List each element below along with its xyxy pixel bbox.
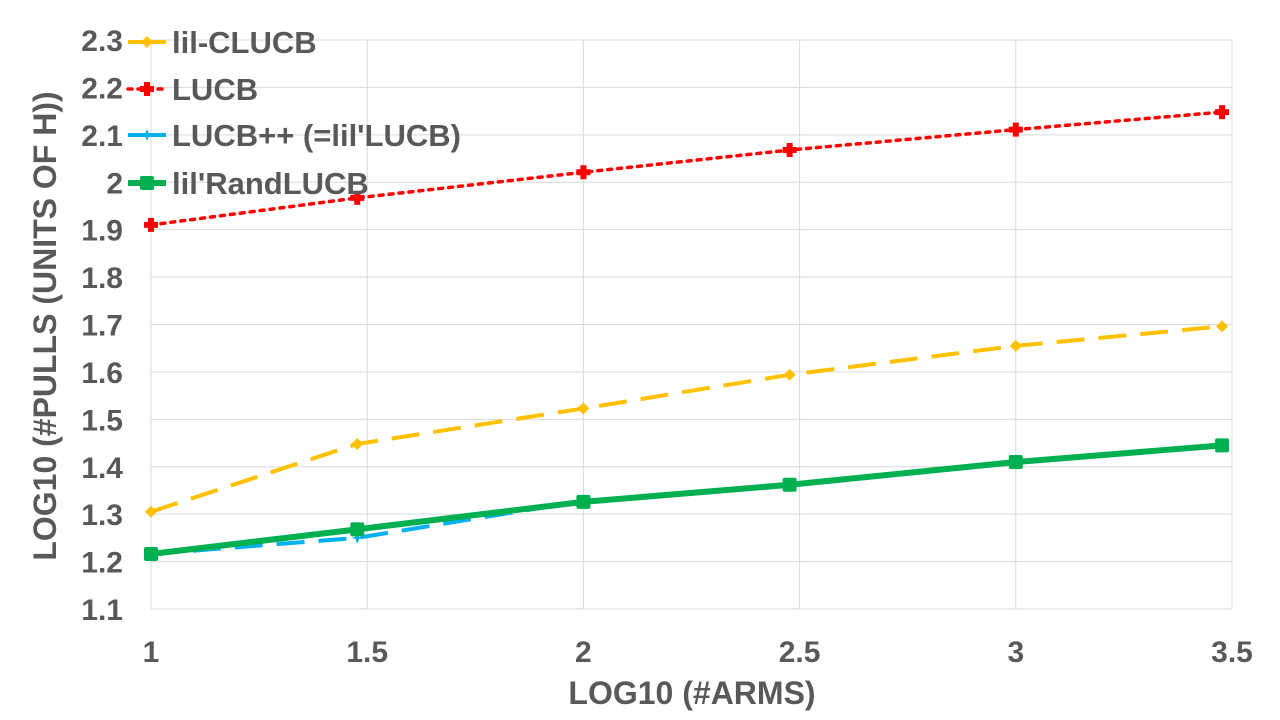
- x-axis-title: LOG10 (#ARMS): [568, 675, 815, 711]
- x-tick-label: 3: [1007, 636, 1024, 669]
- y-tick-label: 1.5: [81, 404, 123, 437]
- legend-marker: [140, 82, 154, 96]
- legend-item: lil'RandLUCB: [128, 166, 369, 201]
- legend-label: LUCB++ (=lil'LUCB): [172, 118, 461, 153]
- x-tick-label: 3.5: [1211, 636, 1253, 669]
- y-tick-label: 1.4: [81, 452, 123, 485]
- legend-label: LUCB: [172, 72, 258, 107]
- y-tick-label: 2: [106, 167, 123, 200]
- x-tick-label: 1: [143, 636, 160, 669]
- x-tick-label: 1.5: [346, 636, 388, 669]
- y-tick-label: 2.3: [81, 25, 123, 58]
- series-line: [150, 324, 1223, 514]
- series-line: [150, 442, 1223, 557]
- data-point: [351, 437, 364, 450]
- series-layer: [144, 105, 1230, 561]
- y-tick-label: 1.7: [81, 310, 123, 343]
- data-point: [144, 546, 158, 561]
- y-tick-labels: 1.1 1.2 1.3 1.4 1.5 1.6 1.7 1.8 1.9 2 2.1 2.2 2.3: [81, 25, 123, 627]
- y-tick-label: 1.6: [81, 357, 123, 390]
- y-tick-label: 1.1: [81, 594, 123, 627]
- data-point: [782, 477, 797, 492]
- y-tick-label: 1.2: [81, 547, 123, 580]
- data-point: [1008, 122, 1023, 137]
- y-axis-title: LOG10 (#PULLS (UNITS OF H)): [27, 91, 63, 560]
- x-tick-labels: 1 1.5 2 2.5 3 3.5: [143, 636, 1253, 669]
- y-tick-label: 1.8: [81, 262, 123, 295]
- data-point: [783, 368, 796, 381]
- x-tick-label: 2.5: [779, 636, 821, 669]
- series-1: [144, 105, 1230, 232]
- legend-marker: [141, 36, 153, 48]
- data-point: [350, 190, 365, 205]
- data-point: [145, 505, 157, 518]
- legend-item: LUCB++ (=lil'LUCB): [128, 118, 461, 153]
- series-0: [145, 320, 1229, 518]
- data-point: [1009, 339, 1022, 352]
- data-point: [1215, 105, 1230, 120]
- data-point: [576, 165, 591, 180]
- data-point: [144, 217, 158, 232]
- legend-label: lil'RandLUCB: [172, 166, 369, 201]
- legend-item: LUCB: [126, 72, 258, 107]
- data-point: [1216, 320, 1229, 333]
- y-tick-label: 2.1: [81, 120, 123, 153]
- legend-marker: [140, 176, 154, 190]
- y-tick-label: 1.9: [81, 215, 123, 248]
- data-point: [577, 402, 590, 415]
- legend-marker: [141, 129, 153, 141]
- data-point: [576, 494, 591, 509]
- data-point: [350, 522, 365, 537]
- y-tick-label: 1.3: [81, 499, 123, 532]
- data-point: [351, 531, 364, 544]
- y-tick-label: 2.2: [81, 72, 123, 105]
- legend: lil-CLUCB LUCB LUCB++ (=lil'LUCB) lil'RandL…: [126, 25, 461, 201]
- legend-item: lil-CLUCB: [128, 25, 317, 60]
- x-tick-label: 2: [575, 636, 592, 669]
- data-point: [1008, 455, 1023, 470]
- series-3: [144, 438, 1230, 561]
- series-line: [149, 110, 1224, 227]
- legend-label: lil-CLUCB: [172, 25, 317, 60]
- data-point: [782, 143, 797, 158]
- data-point: [1215, 438, 1230, 453]
